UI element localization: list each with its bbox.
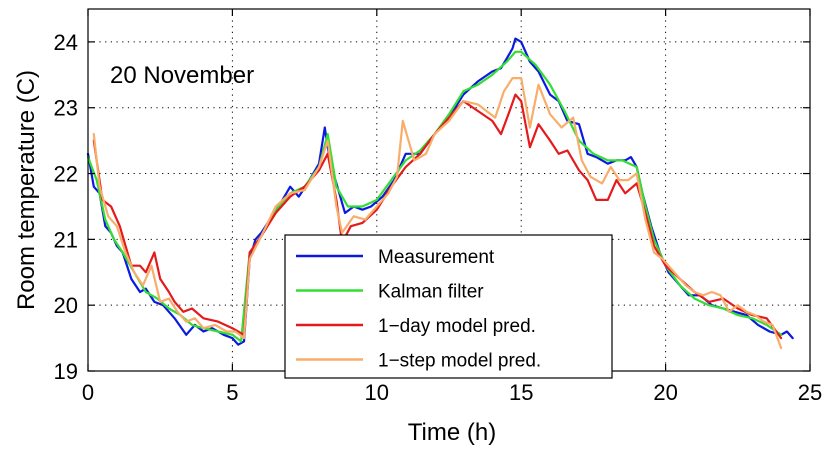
x-tick-label: 25 xyxy=(798,380,822,405)
legend-box xyxy=(284,234,613,379)
y-tick-label: 20 xyxy=(54,293,78,318)
x-tick-label: 10 xyxy=(365,380,389,405)
y-tick-label: 19 xyxy=(54,359,78,384)
legend-label: 1−day model pred. xyxy=(378,316,536,337)
y-tick-label: 21 xyxy=(54,227,78,252)
y-axis-label: Room temperature (C) xyxy=(13,70,40,310)
legend-label: 1−step model pred. xyxy=(378,351,541,372)
series-layer xyxy=(86,37,794,350)
legend-label: Kalman filter xyxy=(378,282,484,303)
x-tick-label: 20 xyxy=(653,380,677,405)
x-axis-label: Time (h) xyxy=(408,419,496,446)
legend: Measurement Kalman filter 1−day model pred… xyxy=(284,234,613,379)
y-tick-label: 22 xyxy=(54,162,78,187)
x-tick-label: 5 xyxy=(226,380,238,405)
x-tick-label: 0 xyxy=(82,380,94,405)
tick-layer: 0 5 10 15 20 25 19 20 21 22 23 24 xyxy=(54,9,822,405)
y-tick-label: 23 xyxy=(54,96,78,121)
y-tick-label: 24 xyxy=(54,30,78,55)
x-tick-label: 15 xyxy=(509,380,533,405)
series-line-3 xyxy=(92,77,783,350)
chart-annotation: 20 November xyxy=(110,62,254,89)
legend-label: Measurement xyxy=(378,247,495,268)
